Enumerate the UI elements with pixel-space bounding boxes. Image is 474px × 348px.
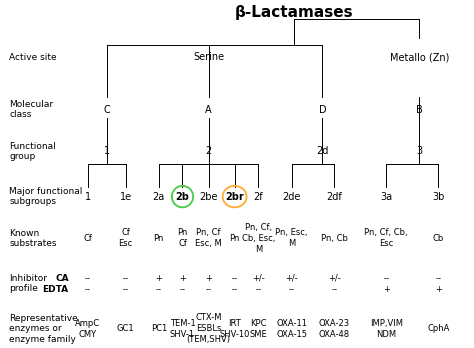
Text: IRT
SHV-10: IRT SHV-10 xyxy=(219,319,250,339)
Text: Representative
enzymes or
enzyme family: Representative enzymes or enzyme family xyxy=(9,314,78,344)
Text: --: -- xyxy=(156,285,162,294)
Text: 2b: 2b xyxy=(175,192,190,201)
Text: +/-: +/- xyxy=(252,274,264,283)
Text: +: + xyxy=(179,274,186,283)
Text: 2de: 2de xyxy=(283,192,301,201)
Text: 2f: 2f xyxy=(254,192,263,201)
Text: Major functional
subgroups: Major functional subgroups xyxy=(9,187,83,206)
Text: Functional
group: Functional group xyxy=(9,142,56,161)
Text: +/-: +/- xyxy=(328,274,340,283)
Text: +: + xyxy=(383,285,390,294)
Text: EDTA: EDTA xyxy=(43,285,69,294)
Text: +: + xyxy=(435,285,442,294)
Text: Cf: Cf xyxy=(83,234,92,243)
Text: CA: CA xyxy=(55,274,69,283)
Text: β-Lactamases: β-Lactamases xyxy=(235,5,353,20)
Text: Pn, Cf,
Cb, Esc,
M: Pn, Cf, Cb, Esc, M xyxy=(242,223,275,254)
Text: 2br: 2br xyxy=(225,192,244,201)
Text: --: -- xyxy=(383,274,389,283)
Text: --: -- xyxy=(85,285,91,294)
Text: Pn, Esc,
M: Pn, Esc, M xyxy=(275,228,308,248)
Text: GC1: GC1 xyxy=(117,324,135,333)
Text: 1: 1 xyxy=(104,147,109,156)
Text: 2d: 2d xyxy=(316,147,328,156)
Text: 3: 3 xyxy=(417,147,422,156)
Text: Molecular
class: Molecular class xyxy=(9,100,54,119)
Text: --: -- xyxy=(289,285,294,294)
Text: +/-: +/- xyxy=(285,274,298,283)
Text: --: -- xyxy=(85,274,91,283)
Text: 2df: 2df xyxy=(326,192,342,201)
Text: Cf
Esc: Cf Esc xyxy=(118,228,133,248)
Text: 3a: 3a xyxy=(380,192,392,201)
Text: Cb: Cb xyxy=(433,234,444,243)
Text: --: -- xyxy=(436,274,441,283)
Text: 1: 1 xyxy=(85,192,91,201)
Text: OXA-11
OXA-15: OXA-11 OXA-15 xyxy=(276,319,307,339)
Text: 2be: 2be xyxy=(199,192,218,201)
Text: B: B xyxy=(416,105,423,114)
Text: --: -- xyxy=(232,274,237,283)
Text: +: + xyxy=(155,274,162,283)
Text: --: -- xyxy=(232,285,237,294)
Text: C: C xyxy=(103,105,110,114)
Text: Active site: Active site xyxy=(9,53,57,62)
Text: 2: 2 xyxy=(205,147,212,156)
Text: KPC
SME: KPC SME xyxy=(249,319,267,339)
Text: Serine: Serine xyxy=(193,53,224,62)
Text: 3b: 3b xyxy=(432,192,445,201)
Text: TEM-1
SHV-1: TEM-1 SHV-1 xyxy=(170,319,195,339)
Text: --: -- xyxy=(123,274,128,283)
Text: Pn: Pn xyxy=(154,234,164,243)
Text: 1e: 1e xyxy=(119,192,132,201)
Text: Pn, Cf, Cb,
Esc: Pn, Cf, Cb, Esc xyxy=(365,228,408,248)
Text: PC1: PC1 xyxy=(151,324,167,333)
Text: Known
substrates: Known substrates xyxy=(9,229,57,248)
Text: CTX-M
ESBLs
(TEM,SHV): CTX-M ESBLs (TEM,SHV) xyxy=(187,313,230,345)
Text: AmpC
CMY: AmpC CMY xyxy=(75,319,100,339)
Text: Metallo (Zn): Metallo (Zn) xyxy=(390,53,449,62)
Text: Inhibitor
profile: Inhibitor profile xyxy=(9,274,47,293)
Text: --: -- xyxy=(331,285,337,294)
Text: 2a: 2a xyxy=(153,192,165,201)
Text: --: -- xyxy=(180,285,185,294)
Text: Pn, Cf
Esc, M: Pn, Cf Esc, M xyxy=(195,228,222,248)
Text: --: -- xyxy=(255,285,261,294)
Text: Pn, Cb: Pn, Cb xyxy=(321,234,347,243)
Text: D: D xyxy=(319,105,326,114)
Text: Pn
Cf: Pn Cf xyxy=(177,228,188,248)
Text: OXA-23
OXA-48: OXA-23 OXA-48 xyxy=(319,319,350,339)
Text: IMP,VIM
NDM: IMP,VIM NDM xyxy=(370,319,403,339)
Text: CphA: CphA xyxy=(427,324,450,333)
Text: A: A xyxy=(205,105,212,114)
Text: +: + xyxy=(205,274,212,283)
Text: --: -- xyxy=(123,285,128,294)
Text: --: -- xyxy=(206,285,211,294)
Text: Pn: Pn xyxy=(229,234,240,243)
